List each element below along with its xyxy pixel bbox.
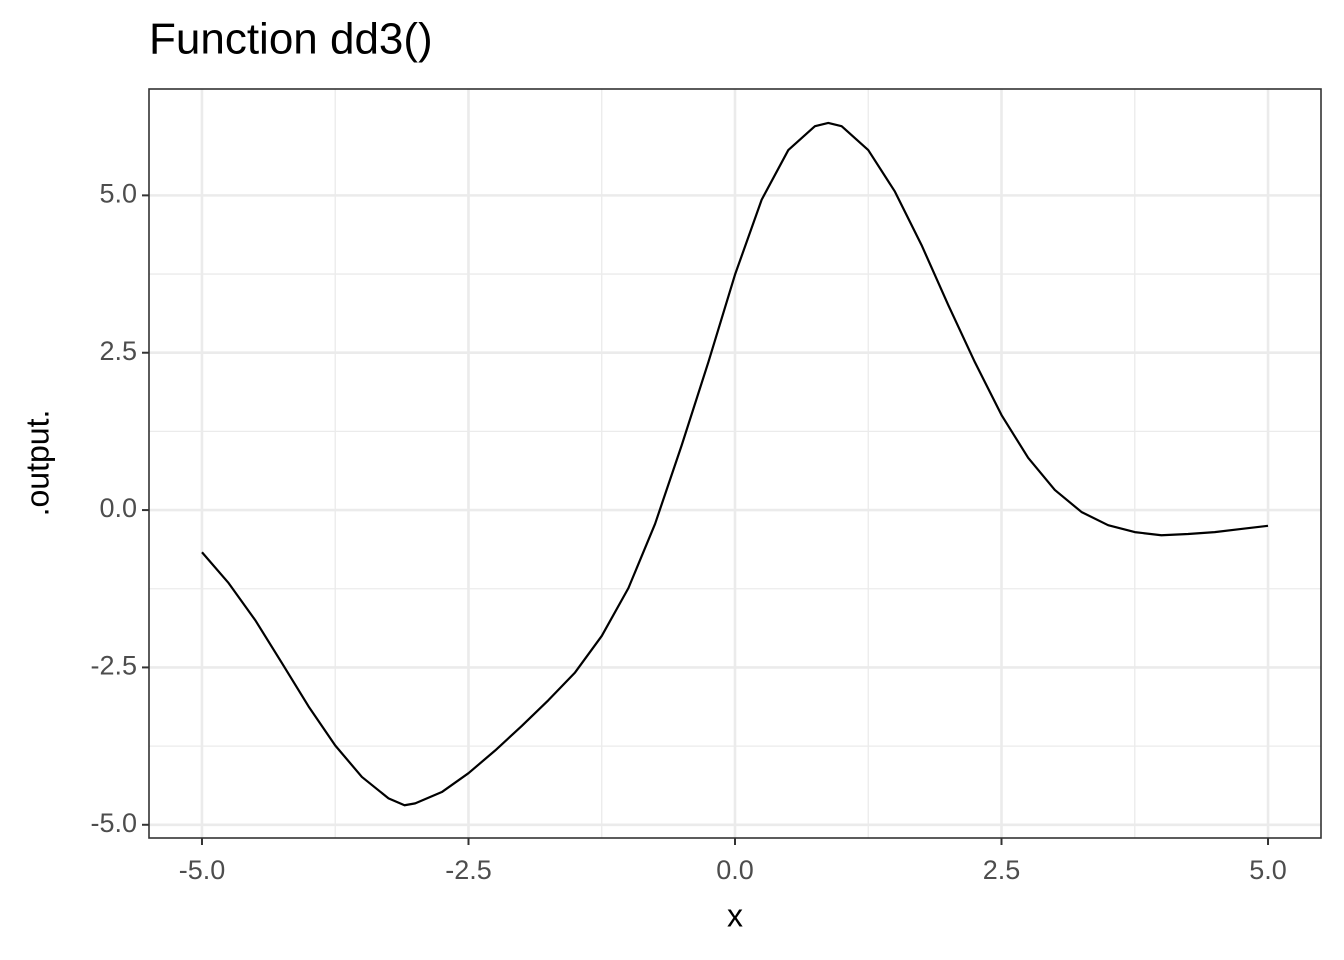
- chart-title: Function dd3(): [149, 15, 433, 64]
- y-tick-label: -5.0: [90, 808, 137, 838]
- y-tick-label: -2.5: [90, 651, 137, 681]
- x-tick-label: 5.0: [1249, 855, 1287, 885]
- panel-border: [148, 88, 1322, 839]
- line: [201, 121, 1269, 807]
- x-tick-label: -5.0: [179, 855, 226, 885]
- y-tick-label: 5.0: [99, 178, 137, 208]
- y-axis-label: .output.: [19, 410, 55, 517]
- y-tick-label: 0.0: [99, 493, 137, 523]
- x-tick-label: 0.0: [716, 855, 754, 885]
- y-tick-label: 2.5: [99, 336, 137, 366]
- x-axis-label: x: [727, 897, 743, 933]
- x-tick-label: -2.5: [445, 855, 492, 885]
- x-tick-label: 2.5: [983, 855, 1021, 885]
